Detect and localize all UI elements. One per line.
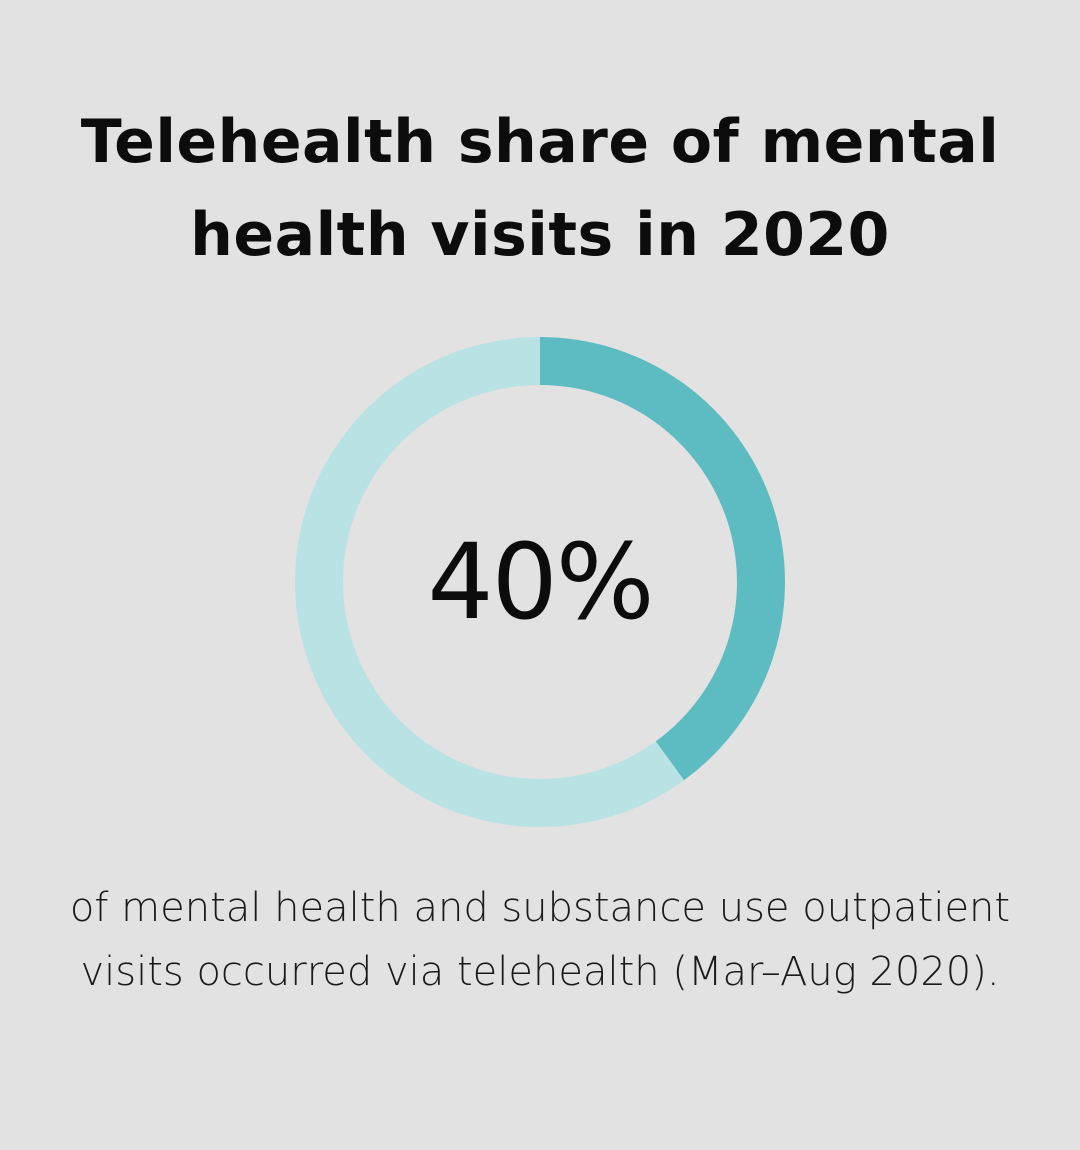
donut-svg [294,337,785,827]
donut-slice-telehealth [540,337,785,781]
percentage-value: 40% [427,521,654,643]
donut-slice-remainder [294,337,685,827]
chart-caption: of mental health and substance use outpa… [69,885,1011,995]
chart-title: Telehealth share of mental health visits… [80,107,1000,270]
donut-chart: 40% [290,332,790,832]
